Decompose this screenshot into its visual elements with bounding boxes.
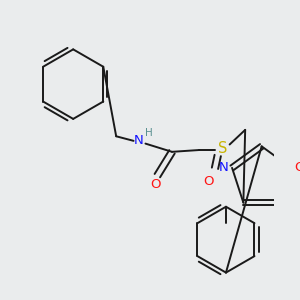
Text: N: N [219,161,229,174]
Text: S: S [218,141,227,156]
Text: O: O [150,178,161,191]
Text: N: N [134,134,144,147]
Text: H: H [145,128,153,138]
Text: O: O [203,175,214,188]
Text: O: O [294,161,300,174]
